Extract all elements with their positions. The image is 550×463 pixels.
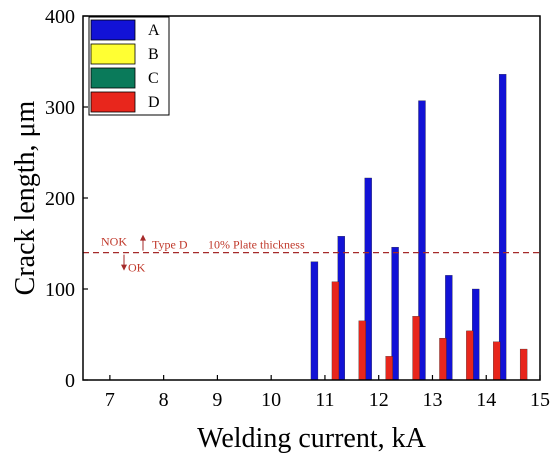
x-tick-label: 9 (212, 389, 222, 411)
reference-arrows (121, 234, 146, 271)
x-tick-label: 11 (315, 389, 334, 411)
x-axis-title: Welding current, kA (197, 423, 426, 454)
x-tick-label: 10 (261, 389, 281, 411)
bar-D-14 (493, 341, 501, 381)
legend-swatch-B (90, 43, 136, 65)
y-tick-label: 300 (45, 97, 75, 119)
x-tick-label: 15 (530, 389, 550, 411)
y-tick-label: 200 (45, 188, 75, 210)
x-axis-ticks: 7 8 9 10 11 12 13 14 15 (105, 375, 550, 411)
bar-D-13.5 (466, 330, 474, 381)
down-arrow-icon (121, 264, 127, 271)
ok-label: OK (128, 261, 146, 275)
reference-line-label: 10% Plate thickness (208, 238, 305, 252)
bar-D-12.5 (412, 316, 420, 381)
x-tick-label: 12 (369, 389, 389, 411)
legend-swatch-D (90, 91, 136, 113)
bar-D-14.5 (519, 348, 528, 381)
legend-label-D: D (148, 94, 160, 111)
y-tick-label: 400 (45, 6, 75, 28)
bar-D-12 (385, 356, 393, 381)
legend-label-B: B (148, 46, 159, 63)
y-tick-label: 100 (45, 279, 75, 301)
axes-frame (82, 15, 541, 381)
x-tick-label: 13 (422, 389, 442, 411)
bar-A-11 (310, 261, 319, 381)
bar-D-13 (439, 337, 447, 381)
legend-swatch-A (90, 19, 136, 41)
bar-D-11 (331, 281, 340, 381)
x-tick-label: 8 (159, 389, 169, 411)
reference-line-group: NOK OK Type D 10% Plate thickness (83, 234, 540, 275)
plot-area (310, 74, 528, 381)
y-tick-label: 0 (65, 370, 75, 392)
nok-label: NOK (101, 235, 127, 249)
x-tick-label: 7 (105, 389, 115, 411)
up-arrow-icon (140, 234, 146, 241)
type-d-label: Type D (152, 238, 188, 252)
bar-D-11.5 (358, 320, 366, 381)
x-tick-label: 14 (476, 389, 496, 411)
y-axis-title: Crack length, μm (10, 100, 41, 295)
legend-swatch-C (90, 67, 136, 89)
bar-A-14.5 (498, 74, 507, 381)
legend-label-C: C (148, 70, 159, 87)
y-axis-ticks: 0 100 200 300 400 (45, 6, 88, 392)
legend-label-A: A (148, 22, 160, 39)
